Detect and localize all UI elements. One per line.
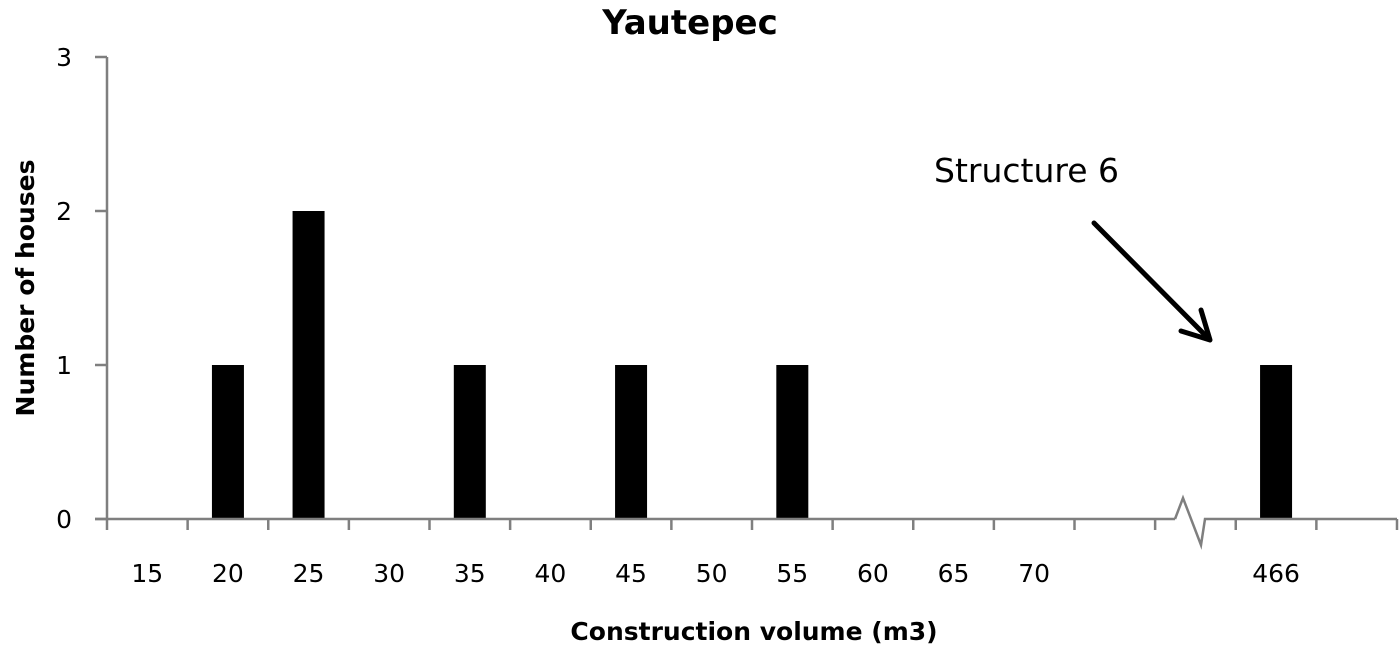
x-tick-label: 55 — [776, 559, 808, 588]
x-tick-label: 15 — [131, 559, 163, 588]
y-tick-label: 0 — [56, 505, 72, 534]
svg-text:Number of houses: Number of houses — [11, 160, 40, 417]
bar-45 — [615, 365, 648, 519]
x-tick-label: 70 — [1018, 559, 1050, 588]
y-tick-label: 3 — [56, 43, 72, 72]
bar-35 — [453, 365, 486, 519]
bars — [211, 211, 1293, 519]
x-axis-title: Construction volume (m3) — [570, 617, 937, 646]
axis-break-icon — [1173, 494, 1207, 550]
y-tick-label: 1 — [56, 351, 72, 380]
axes — [95, 55, 1399, 550]
x-tick-label: 35 — [454, 559, 486, 588]
x-tick-label: 466 — [1252, 559, 1300, 588]
bar-466 — [1260, 365, 1293, 519]
arrow-head-icon — [1178, 307, 1213, 343]
y-tick-label: 2 — [56, 197, 72, 226]
x-tick-label: 65 — [938, 559, 970, 588]
x-tick-labels: 15 20 25 30 35 40 45 50 55 60 65 70 466 — [131, 559, 1300, 588]
bar-55 — [776, 365, 809, 519]
bar-20 — [211, 365, 244, 519]
y-axis-title: Number of houses — [11, 160, 40, 417]
annotation-structure-6: Structure 6 — [934, 151, 1213, 343]
x-tick-label: 60 — [857, 559, 889, 588]
x-tick-label: 25 — [293, 559, 325, 588]
bar-25 — [292, 211, 325, 519]
x-tick-label: 45 — [615, 559, 647, 588]
x-tick-label: 40 — [535, 559, 567, 588]
annotation-label: Structure 6 — [934, 151, 1119, 190]
x-tick-label: 20 — [212, 559, 244, 588]
x-tick-label: 30 — [373, 559, 405, 588]
x-tick-label: 50 — [696, 559, 728, 588]
chart-title: Yautepec — [601, 3, 778, 43]
y-tick-labels: 0 1 2 3 — [56, 43, 72, 534]
annotation-arrow-icon — [1091, 220, 1211, 341]
